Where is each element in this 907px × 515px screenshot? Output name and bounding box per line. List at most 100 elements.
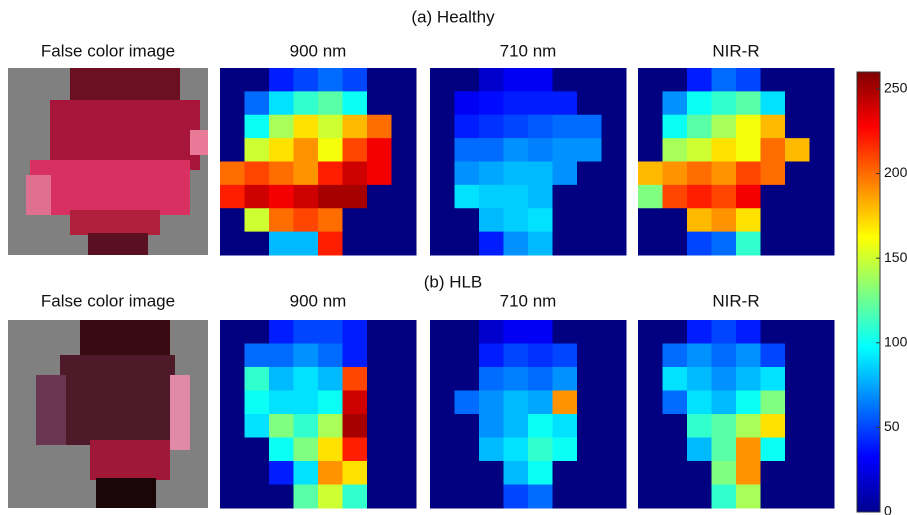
heatmap-cell (269, 115, 294, 139)
heatmap-cell (638, 138, 663, 162)
heatmap-cell (736, 320, 761, 344)
heatmap-cell (687, 91, 712, 115)
heatmap-cell (638, 185, 663, 209)
heatmap-cell (318, 232, 343, 256)
heatmap-cell (367, 91, 392, 115)
heatmap-cell (736, 414, 761, 438)
heatmap-cell (343, 320, 368, 344)
heatmap-cell (553, 91, 578, 115)
heatmap-cell (318, 162, 343, 186)
heatmap-cell (638, 367, 663, 391)
heatmap-cell (455, 138, 480, 162)
heatmap-cell (577, 185, 602, 209)
heatmap-cell (343, 68, 368, 92)
heatmap-cell (294, 414, 319, 438)
heatmap-cell (455, 208, 480, 232)
heatmap-cell (663, 391, 688, 415)
colorbar-tick-label: 150 (884, 249, 907, 265)
heatmap-cell (430, 344, 455, 368)
heatmap-cell (392, 68, 417, 92)
heatmap-cell (318, 185, 343, 209)
heatmap-cell (343, 138, 368, 162)
heatmap-cell (392, 138, 417, 162)
heatmap-cell (810, 320, 835, 344)
heatmap-cell (479, 162, 504, 186)
heatmap-cell (245, 320, 270, 344)
heatmap-cell (479, 185, 504, 209)
heatmap-cell (663, 414, 688, 438)
image-label: NIR-R (712, 41, 759, 60)
heatmap-cell (430, 438, 455, 462)
heatmap-cell (761, 414, 786, 438)
heatmap-cell (810, 162, 835, 186)
heatmap-cell (318, 391, 343, 415)
heatmap-cell (810, 461, 835, 485)
image-label: 900 nm (290, 41, 347, 60)
heatmap-cell (504, 208, 529, 232)
heatmap-cell (392, 115, 417, 139)
heatmap-cell (785, 485, 810, 509)
heatmap-cell (367, 414, 392, 438)
heatmap-cell (479, 320, 504, 344)
heatmap-cell (553, 367, 578, 391)
heatmap-cell (687, 414, 712, 438)
heatmap-cell (638, 391, 663, 415)
heatmap-cell (479, 461, 504, 485)
heatmap-cell (602, 461, 627, 485)
heatmap-cell (294, 320, 319, 344)
heatmap-cell (663, 115, 688, 139)
heatmap-cell (318, 91, 343, 115)
heatmap-cell (430, 208, 455, 232)
heatmap-cell (245, 68, 270, 92)
heatmap-cell (455, 232, 480, 256)
heatmap-cell (430, 91, 455, 115)
heatmap-cell (430, 391, 455, 415)
heatmap-cell (367, 461, 392, 485)
heatmap-cell (638, 91, 663, 115)
heatmap-cell (577, 438, 602, 462)
heatmap-cell (736, 162, 761, 186)
heatmap-cell (269, 438, 294, 462)
heatmap-cell (504, 320, 529, 344)
heatmap-cell (343, 414, 368, 438)
heatmap-cell (269, 461, 294, 485)
heatmap-cell (455, 320, 480, 344)
heatmap-cell (687, 68, 712, 92)
heatmap-cell (553, 68, 578, 92)
heatmap-cell (638, 232, 663, 256)
heatmap-cell (736, 232, 761, 256)
heatmap-cell (245, 391, 270, 415)
heatmap-cell (638, 485, 663, 509)
heatmap-cell (367, 208, 392, 232)
heatmap-cell (528, 232, 553, 256)
heatmap-cell (785, 138, 810, 162)
heatmap-cell (528, 485, 553, 509)
panel-title: (b) HLB (424, 272, 483, 291)
heatmap-cell (785, 414, 810, 438)
heatmap-cell (638, 68, 663, 92)
heatmap-cell (577, 367, 602, 391)
heatmap-cell (712, 367, 737, 391)
heatmap-cell (528, 438, 553, 462)
heatmap-cell (761, 138, 786, 162)
heatmap-cell (553, 320, 578, 344)
heatmap-cell (712, 391, 737, 415)
heatmap-cell (712, 461, 737, 485)
heatmap-cell (712, 485, 737, 509)
heatmap-cell (663, 438, 688, 462)
heatmap-cell (367, 185, 392, 209)
heatmap-cell (663, 344, 688, 368)
heatmap-cell (455, 485, 480, 509)
heatmap-cell (528, 391, 553, 415)
heatmap-cell (577, 138, 602, 162)
heatmap-cell (761, 115, 786, 139)
heatmap-cell (712, 232, 737, 256)
heatmap-cell (785, 208, 810, 232)
heatmap-cell (504, 115, 529, 139)
heatmap-cell (318, 367, 343, 391)
heatmap-cell (318, 68, 343, 92)
heatmap-cell (663, 367, 688, 391)
heatmap-cell (479, 208, 504, 232)
heatmap-cell (761, 461, 786, 485)
heatmap-cell (294, 438, 319, 462)
